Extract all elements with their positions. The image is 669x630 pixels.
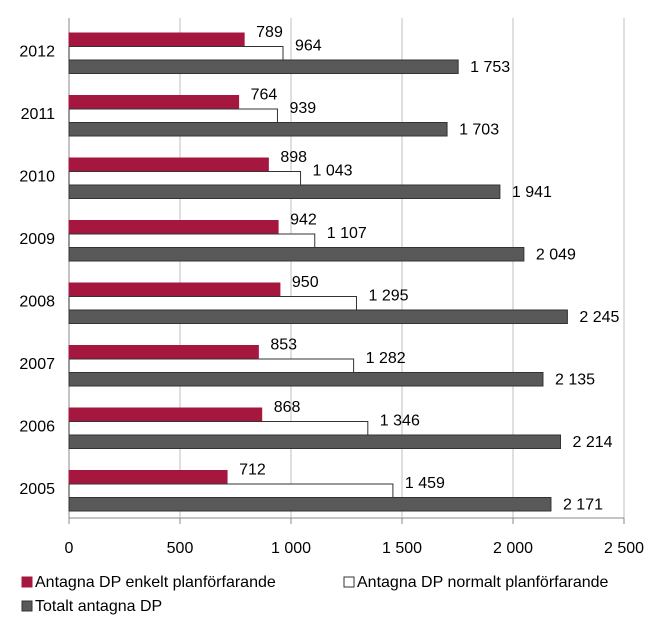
bar — [68, 59, 459, 74]
bar — [68, 46, 284, 61]
bar — [68, 296, 357, 311]
bar — [68, 372, 544, 387]
bar — [68, 470, 228, 485]
bar — [68, 157, 269, 172]
bar — [68, 434, 562, 449]
bar — [68, 358, 355, 373]
value-label: 789 — [256, 24, 283, 41]
legend-label: Antagna DP enkelt planförfarande — [35, 574, 276, 591]
x-tick-label: 1 500 — [382, 540, 422, 557]
value-label: 712 — [239, 461, 266, 478]
bar — [68, 497, 552, 512]
y-tick-label: 2006 — [19, 418, 55, 435]
x-tick-label: 500 — [167, 540, 194, 557]
bar — [68, 282, 281, 297]
bar — [68, 309, 568, 324]
bar — [68, 421, 369, 436]
bar — [68, 220, 279, 235]
value-label: 2 171 — [563, 496, 603, 513]
value-label: 2 214 — [573, 434, 613, 451]
value-label: 898 — [280, 149, 307, 166]
legend-label: Totalt antagna DP — [35, 598, 162, 615]
value-label: 964 — [295, 37, 322, 54]
value-label: 1 941 — [512, 184, 552, 201]
x-tick-label: 2 500 — [604, 540, 644, 557]
y-tick-label: 2011 — [21, 106, 56, 123]
x-tick-label: 0 — [65, 540, 74, 557]
value-label: 1 346 — [380, 412, 420, 429]
bar — [68, 407, 263, 422]
bar — [68, 345, 259, 360]
y-tick-label: 2009 — [19, 231, 55, 248]
value-label: 950 — [292, 274, 319, 291]
bar — [68, 171, 302, 186]
bar — [68, 184, 501, 199]
legend-label: Antagna DP normalt planförfarande — [357, 574, 609, 591]
value-label: 939 — [289, 100, 316, 117]
value-label: 2 049 — [536, 246, 576, 263]
x-tick-label: 1 000 — [271, 540, 311, 557]
legend-swatch — [21, 600, 33, 612]
legend-swatch — [21, 576, 33, 588]
bar — [68, 233, 316, 248]
y-tick-label: 2012 — [19, 43, 55, 60]
value-label: 2 245 — [579, 309, 619, 326]
x-tick-label: 2 000 — [493, 540, 533, 557]
bar — [68, 108, 278, 123]
y-tick-label: 2008 — [19, 293, 55, 310]
value-label: 853 — [270, 336, 297, 353]
y-tick-label: 2005 — [19, 481, 55, 498]
bar — [68, 247, 525, 262]
value-label: 868 — [274, 399, 301, 416]
value-label: 1 043 — [313, 162, 353, 179]
value-label: 764 — [251, 86, 278, 103]
value-label: 1 282 — [366, 350, 406, 367]
bar — [68, 95, 240, 110]
value-label: 1 753 — [470, 59, 510, 76]
bar — [68, 32, 245, 47]
value-label: 1 459 — [405, 475, 445, 492]
value-label: 1 703 — [459, 121, 499, 138]
bar — [68, 483, 394, 498]
y-tick-label: 2010 — [19, 168, 55, 185]
value-label: 1 295 — [368, 287, 408, 304]
value-label: 2 135 — [555, 371, 595, 388]
bar — [68, 122, 448, 137]
legend-swatch — [343, 576, 355, 588]
value-label: 1 107 — [327, 225, 367, 242]
y-tick-label: 2007 — [19, 356, 55, 373]
value-label: 942 — [290, 211, 317, 228]
